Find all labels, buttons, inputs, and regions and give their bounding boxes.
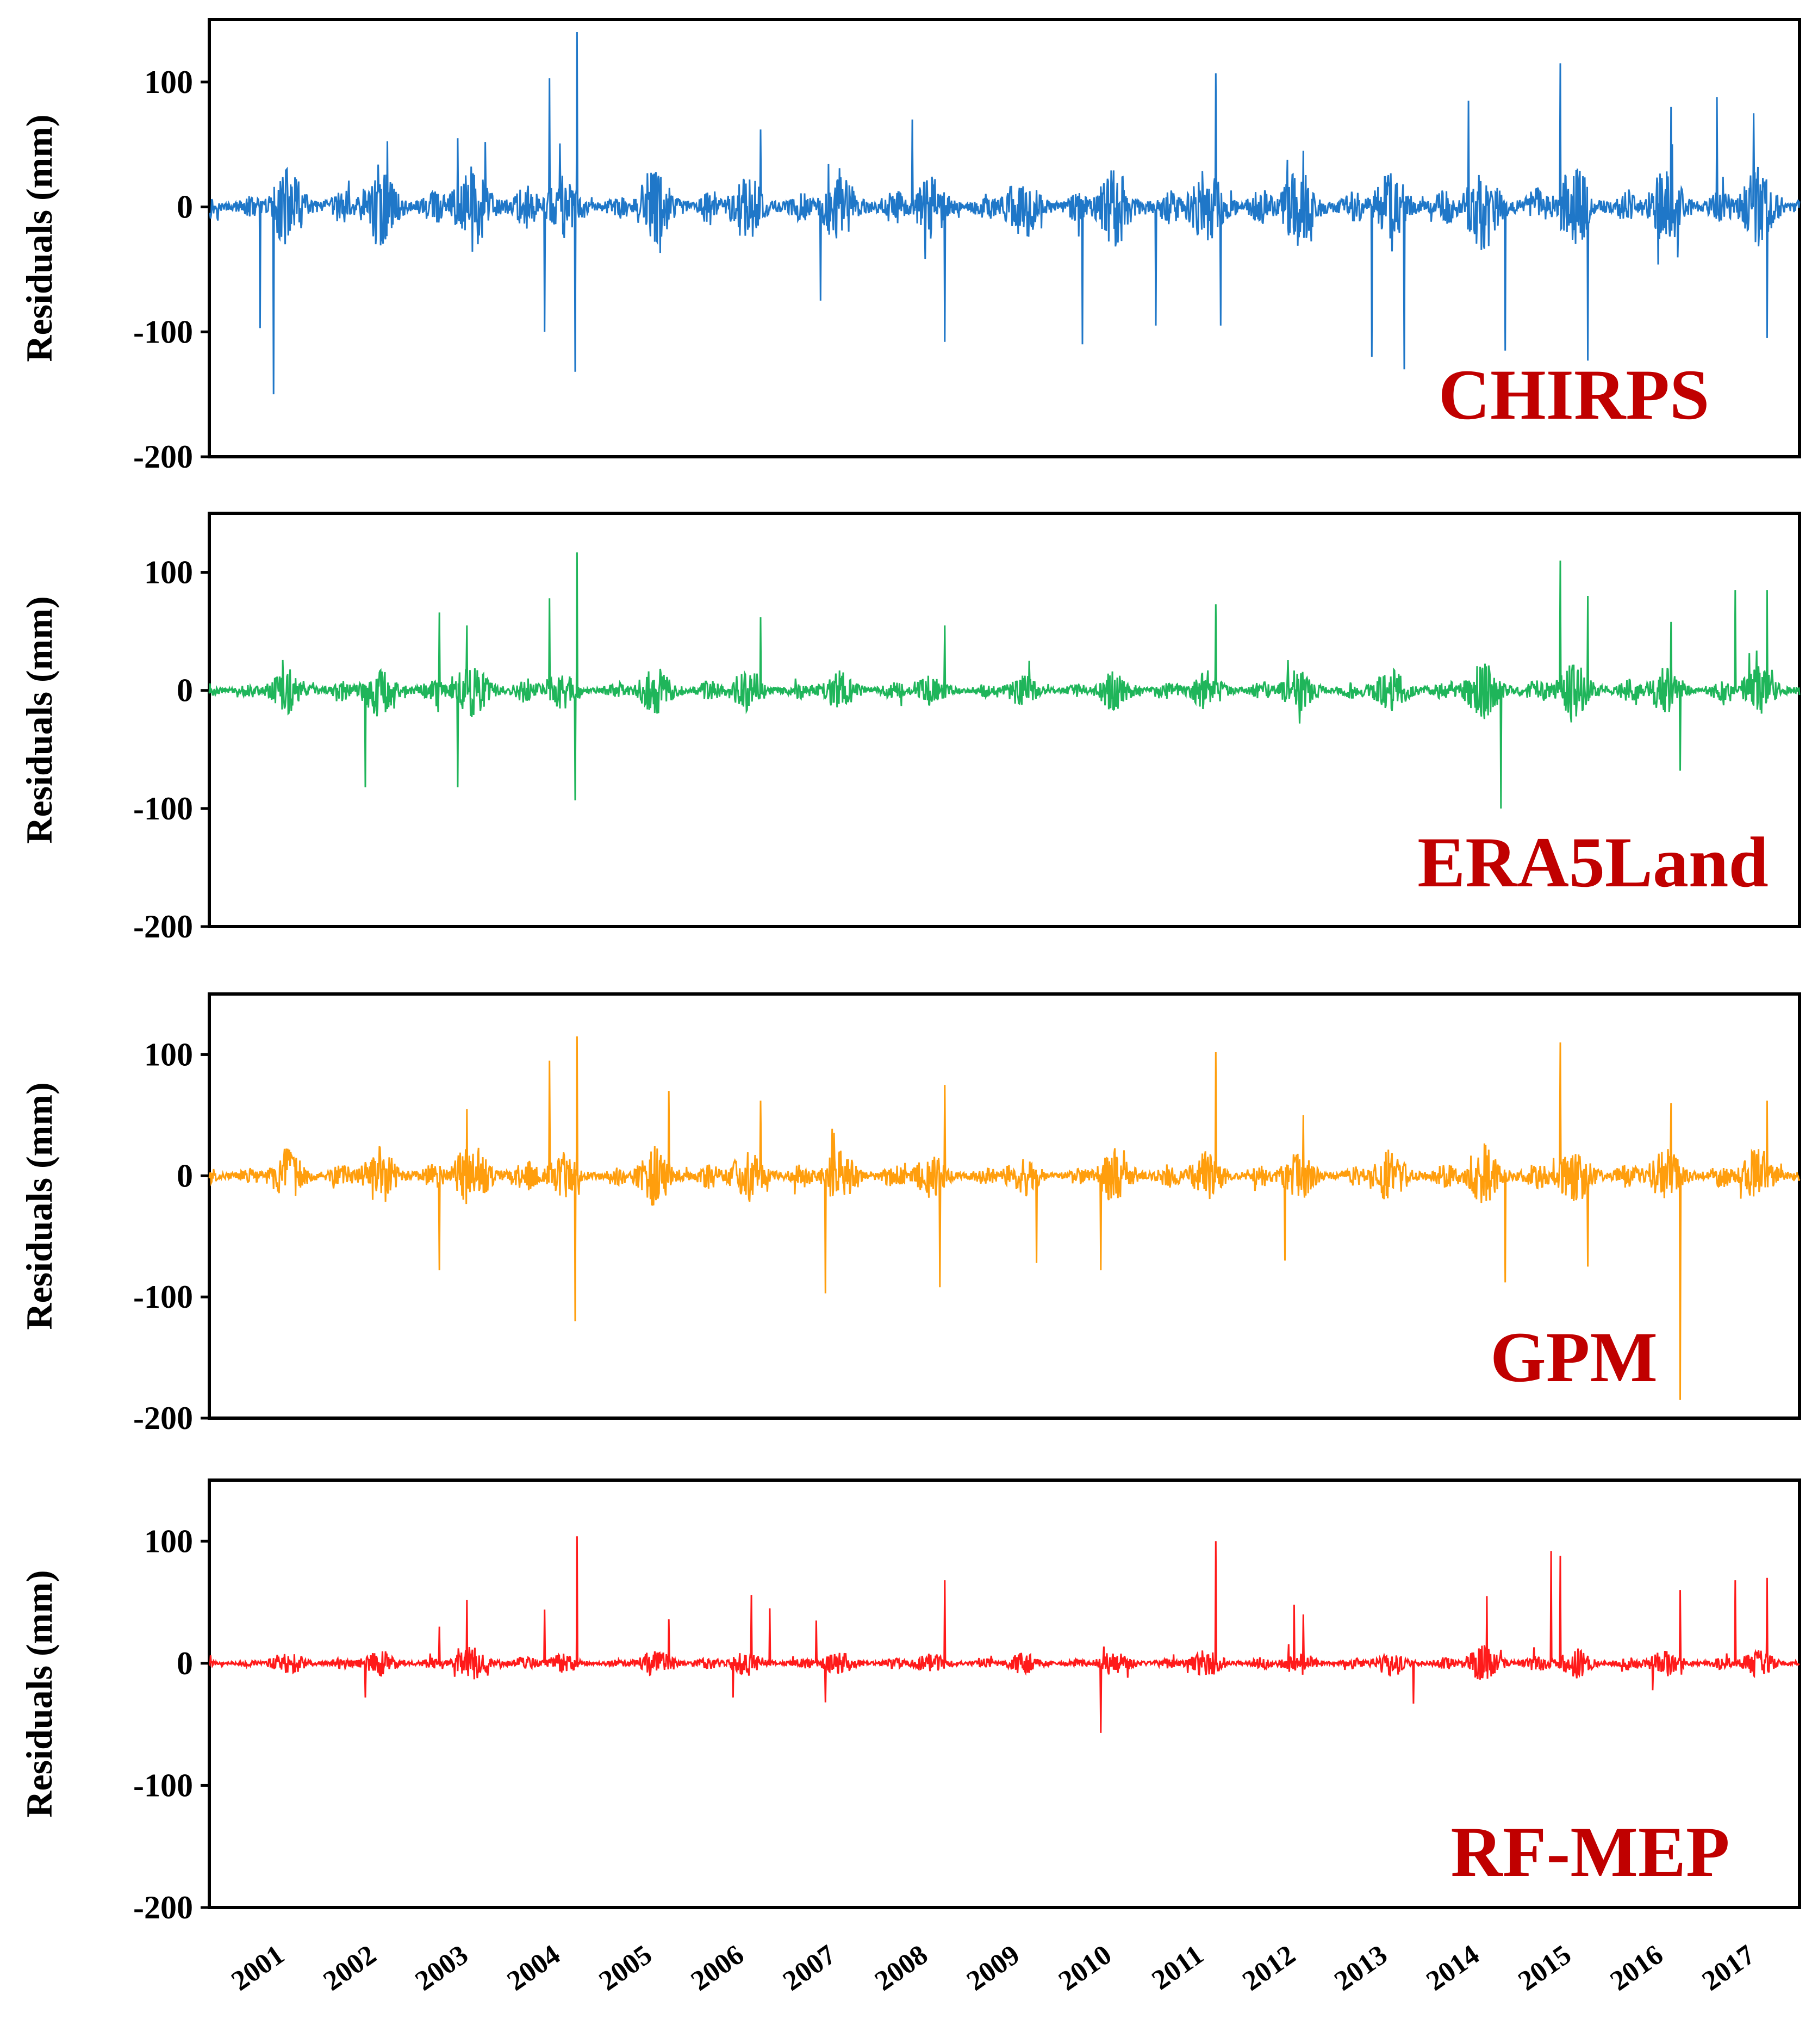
y-tick-label: 100 — [144, 555, 193, 591]
x-tick-label: 2015 — [1512, 1939, 1577, 1997]
panel-label-gpm: GPM — [1490, 1317, 1658, 1397]
x-axis: 2001 2002 2003 2004 2005 2006 2007 2008 2009 2010… — [226, 1939, 1760, 1997]
y-axis-label: Residuals (mm) — [18, 114, 60, 362]
panel-rf-mep: -200 -100 0 100 Residuals (mm) RF-MEP — [18, 1478, 1801, 1925]
panel-era5land: -200 -100 0 100 Residuals (mm) ERA5Land — [18, 512, 1801, 945]
x-tick-label: 2010 — [1053, 1939, 1117, 1997]
era5land-residuals-series — [208, 552, 1801, 809]
y-axis-ticks: -200 -100 0 100 — [133, 1523, 209, 1925]
y-tick-label: 0 — [177, 1645, 193, 1681]
panel-label-era5land: ERA5Land — [1417, 822, 1769, 902]
y-axis-label: Residuals (mm) — [18, 1570, 60, 1817]
y-tick-label: -100 — [133, 314, 193, 350]
x-tick-label: 2011 — [1147, 1939, 1210, 1996]
y-tick-label: -200 — [133, 1400, 193, 1436]
plot-frame — [208, 512, 1801, 928]
panel-label-chirps: CHIRPS — [1439, 355, 1710, 434]
chirps-residuals-series — [208, 32, 1801, 395]
y-tick-label: 0 — [177, 189, 193, 225]
y-tick-label: -200 — [133, 1890, 193, 1925]
x-tick-label: 2014 — [1421, 1939, 1485, 1997]
y-tick-label: -200 — [133, 439, 193, 475]
y-tick-label: -200 — [133, 909, 193, 945]
x-tick-label: 2002 — [318, 1939, 382, 1997]
x-tick-label: 2008 — [869, 1939, 933, 1997]
y-axis-ticks: -200 -100 0 100 — [133, 1036, 209, 1436]
x-tick-label: 2009 — [961, 1939, 1025, 1997]
plot-frame — [208, 18, 1801, 458]
rf-mep-residuals-series — [208, 1536, 1800, 1733]
y-tick-label: 0 — [177, 673, 193, 709]
y-tick-label: -100 — [133, 1767, 193, 1803]
x-tick-label: 2003 — [410, 1939, 474, 1997]
panel-gpm: -200 -100 0 100 Residuals (mm) GPM — [18, 992, 1801, 1436]
x-tick-label: 2013 — [1329, 1939, 1393, 1997]
x-tick-label: 2004 — [502, 1939, 566, 1997]
x-tick-label: 2005 — [594, 1939, 658, 1997]
x-tick-label: 2016 — [1605, 1939, 1669, 1997]
y-tick-label: 100 — [144, 1036, 193, 1072]
x-tick-label: 2006 — [686, 1939, 750, 1997]
y-axis-label: Residuals (mm) — [18, 596, 60, 843]
panel-label-rf-mep: RF-MEP — [1450, 1812, 1729, 1892]
y-tick-label: 100 — [144, 64, 193, 100]
plot-frame — [208, 992, 1801, 1420]
y-axis-ticks: -200 -100 0 100 — [133, 555, 209, 945]
panel-chirps: -200 -100 0 100 Residuals (mm) CHIRPS — [18, 18, 1801, 475]
x-tick-label: 2007 — [777, 1939, 842, 1997]
y-tick-label: -100 — [133, 791, 193, 827]
y-tick-label: -100 — [133, 1279, 193, 1315]
x-tick-label: 2001 — [226, 1939, 290, 1997]
y-axis-ticks: -200 -100 0 100 — [133, 64, 209, 475]
plot-frame — [208, 1478, 1801, 1909]
x-tick-label: 2012 — [1237, 1939, 1301, 1997]
y-tick-label: 100 — [144, 1523, 193, 1559]
x-tick-label: 2017 — [1697, 1939, 1761, 1997]
y-axis-label: Residuals (mm) — [18, 1082, 60, 1329]
gpm-residuals-series — [208, 1036, 1801, 1400]
y-tick-label: 0 — [177, 1158, 193, 1194]
